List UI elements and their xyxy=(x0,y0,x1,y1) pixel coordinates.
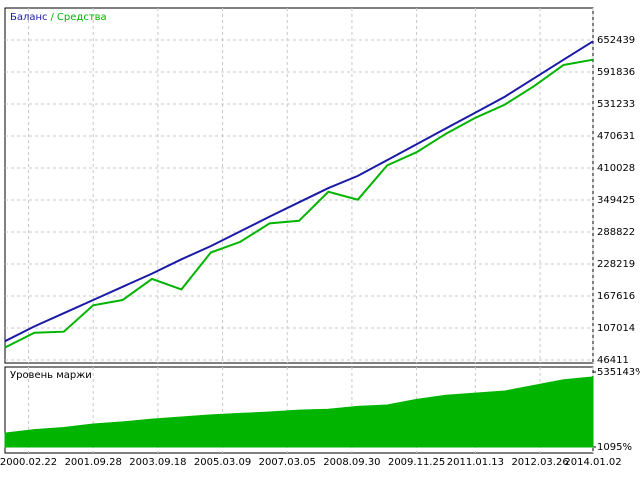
y-tick-label: 531233 xyxy=(597,99,635,110)
line-series xyxy=(4,40,594,343)
y-tick-label: 167616 xyxy=(597,291,635,302)
y-tick-label: 288822 xyxy=(597,227,635,238)
legend: Баланс / Средства xyxy=(10,12,107,23)
y-tick-label: 107014 xyxy=(597,323,635,334)
y-tick-label: 349425 xyxy=(597,195,635,206)
y-tick-label: 228219 xyxy=(597,259,635,270)
x-tick-label: 2008.09.30 xyxy=(323,457,380,468)
x-tick-label: 2012.03.26 xyxy=(511,457,568,468)
area-series xyxy=(4,376,594,448)
y-tick-label: 591836 xyxy=(597,67,635,78)
y-tick-label: 1095% xyxy=(597,442,632,453)
y-tick-label: 46411 xyxy=(597,355,629,366)
x-tick-label: 2009.11.25 xyxy=(388,457,445,468)
legend-separator: / xyxy=(51,12,55,23)
legend-entry: Баланс xyxy=(10,12,48,23)
top-panel xyxy=(4,7,594,364)
x-tick-label: 2014.01.02 xyxy=(564,457,621,468)
legend-entry: Средства xyxy=(57,12,107,23)
y-tick-label: 652439 xyxy=(597,35,635,46)
y-tick-label: 535143% xyxy=(597,367,640,378)
y-tick-label: 470631 xyxy=(597,131,635,142)
legend-entry: Уровень маржи xyxy=(10,370,92,381)
y-tick-label: 410028 xyxy=(597,163,635,174)
x-tick-label: 2001.09.28 xyxy=(65,457,122,468)
x-tick-label: 2011.01.13 xyxy=(447,457,504,468)
x-tick-label: 2003.09.18 xyxy=(129,457,186,468)
x-tick-label: 2000.02.22 xyxy=(0,457,57,468)
x-tick-label: 2005.03.09 xyxy=(194,457,251,468)
line-series xyxy=(4,58,594,349)
x-tick-label: 2007.03.05 xyxy=(259,457,316,468)
